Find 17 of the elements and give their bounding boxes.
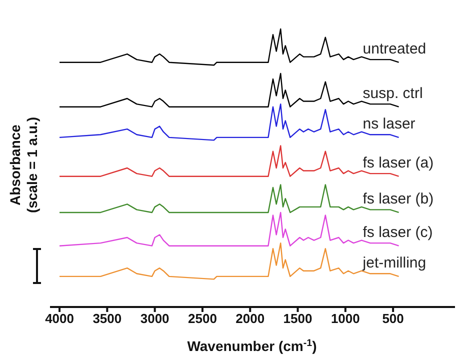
series-label: susp. ctrl — [362, 84, 423, 102]
series-label: fs laser (b) — [362, 190, 434, 208]
x-tick-label: 2500 — [188, 311, 217, 326]
x-tick-label: 2000 — [236, 311, 265, 326]
series-label: ns laser — [362, 115, 416, 132]
x-tick-label: 500 — [382, 311, 404, 326]
x-tick-label: 1500 — [283, 311, 312, 326]
x-tick-label: 4000 — [45, 311, 74, 326]
x-tick-label: 3500 — [92, 311, 122, 326]
series-label: jet-milling — [362, 254, 426, 272]
series-label: untreated — [362, 40, 426, 58]
series-label: fs laser (c) — [362, 224, 433, 241]
y-axis-title: Absorbance (scale = 1 a.u.) — [7, 116, 40, 214]
x-tick-label: 1000 — [330, 311, 360, 326]
x-tick-label: 3000 — [140, 311, 170, 326]
x-axis-title: Wavenumber (cm$^{-1}$) — [187, 338, 317, 354]
series-label: fs laser (a) — [362, 154, 434, 172]
